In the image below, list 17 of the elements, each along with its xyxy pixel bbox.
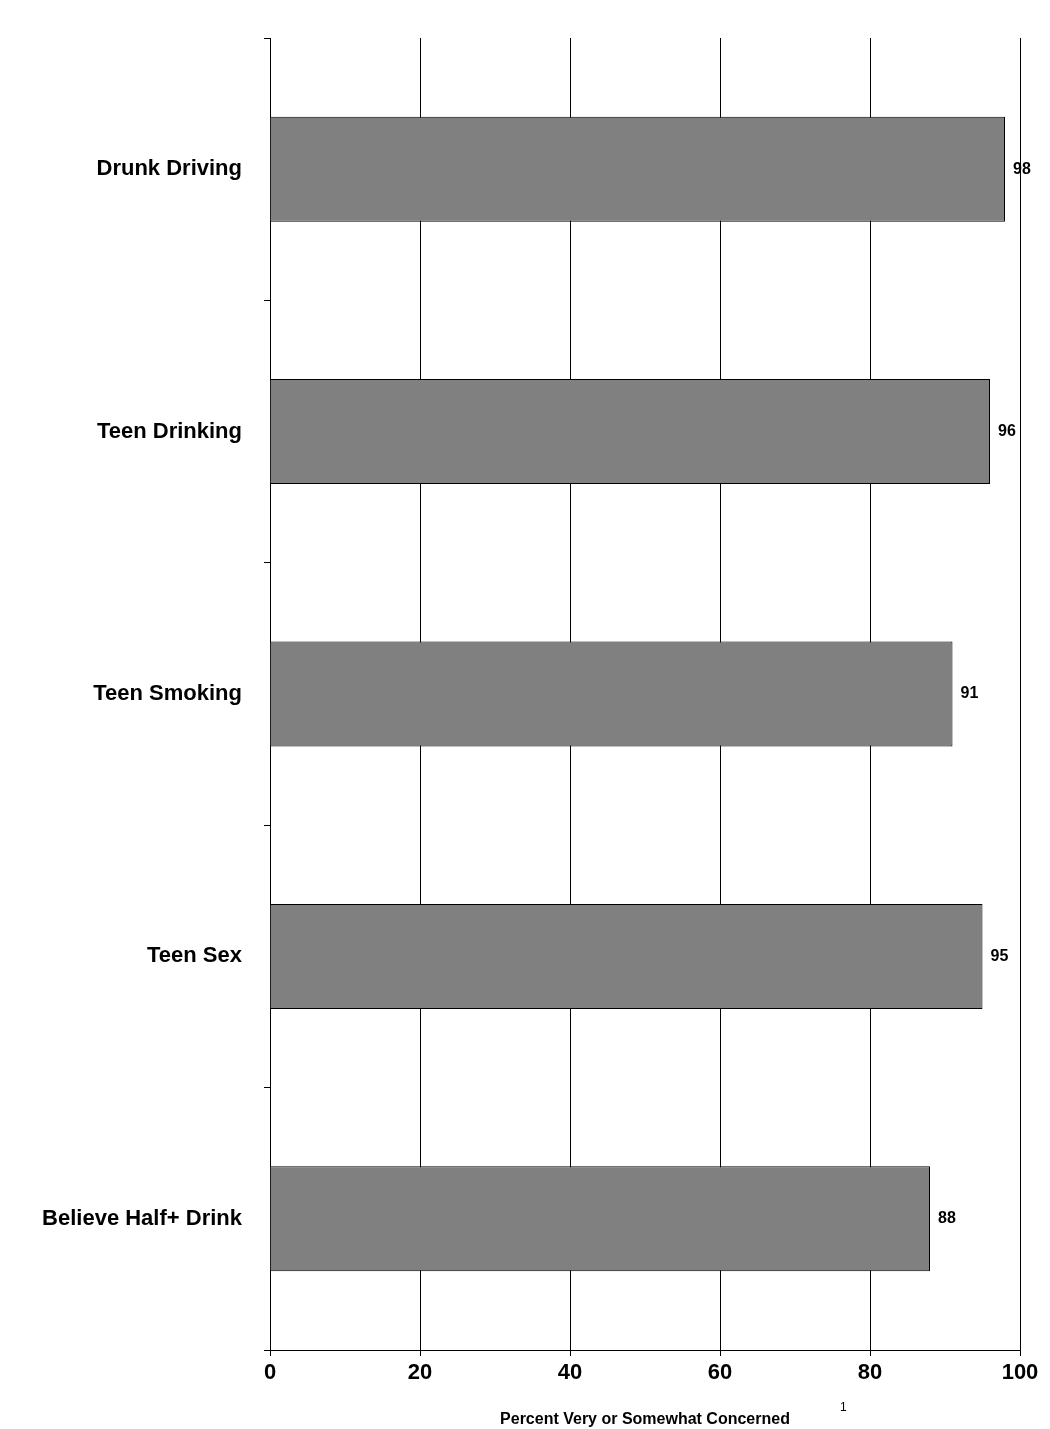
x-axis-title: Percent Very or Somewhat Concerned [500,1409,790,1427]
x-tick-label: 0 [263,1359,277,1385]
y-tick-label: Teen Smoking [93,680,242,706]
x-tick-label: 100 [1001,1359,1039,1385]
y-tick-label: Drunk Driving [96,155,242,181]
y-tick-label: Believe Half+ Drink [42,1204,243,1230]
data-label: 95 [990,946,1009,964]
data-label: 91 [960,684,979,702]
x-tick-label: 80 [857,1359,883,1385]
text: 1 [840,1400,847,1415]
x-tick-label: 60 [707,1359,733,1385]
y-tick-label: Teen Sex [147,942,243,968]
data-label: 88 [938,1209,956,1227]
data-label: 96 [998,422,1016,440]
x-tick-label: 20 [407,1359,433,1385]
x-tick-label: 40 [557,1359,583,1385]
y-tick-label: Teen Drinking [96,417,242,443]
